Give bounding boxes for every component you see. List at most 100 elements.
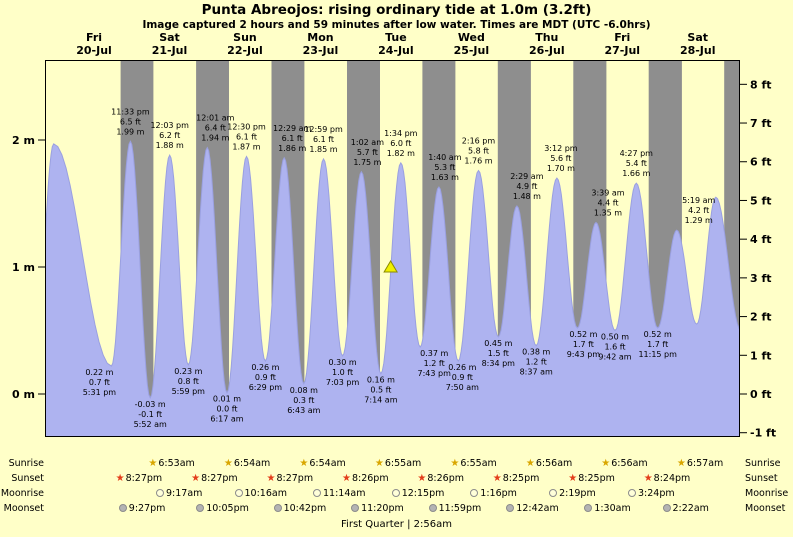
day-date-label: 28-Jul [680,44,716,57]
sunset-time: 8:25pm [502,473,540,484]
moonrise-icon [156,489,164,497]
day-name-label: Wed [458,31,485,44]
day-name-label: Sat [687,31,708,44]
sunset-icon: ★ [191,473,201,484]
moonrise-time: 10:16am [244,488,287,499]
moonrise-icon [549,489,558,497]
moonset-time: 11:59pm [438,503,482,514]
tide-extreme-label: 12:03 pm [150,121,189,130]
y-axis-right-label: 7 ft [750,117,772,130]
sunrise-event: ★6:56am [601,458,647,470]
tide-extreme-label: 5.7 ft [357,148,378,157]
tide-extreme-label: 1.76 m [464,157,492,166]
tide-extreme-label: 5.3 ft [434,163,455,172]
tide-extreme-label: 6.1 ft [313,135,334,144]
tide-extreme-label: 1.87 m [232,143,260,152]
sunrise-icon: ★ [676,458,686,469]
y-axis-right-label: 8 ft [750,78,772,91]
moonrise-time: 12:15pm [401,488,445,499]
day-date-label: 21-Jul [152,44,188,57]
tide-extreme-label: 11:15 pm [638,350,677,359]
sunrise-event: ★6:54am [299,458,345,470]
sunset-event: ★8:25pm [568,473,615,485]
tide-extreme-label: 1.48 m [513,192,541,201]
sunrise-time: 6:55am [384,458,422,469]
tide-extreme-label: 1.66 m [622,169,650,178]
tide-extreme-label: 1.63 m [431,173,459,182]
day-name-label: Sun [233,31,257,44]
moonrise-event: 2:19pm [549,488,596,500]
moon-phase-text: First Quarter | 2:56am [341,519,452,530]
moonset-icon [196,504,205,512]
tide-extreme-label: 0.16 m [367,376,395,385]
sunset-time: 8:26pm [351,473,389,484]
sunrise-time: 6:56am [611,458,648,469]
moonrise-event: 9:17am [156,488,202,500]
tide-extreme-label: 8:34 pm [482,359,516,368]
y-axis-right-label: 4 ft [750,233,772,246]
y-axis-left: 0 m 1 m 2 m [12,134,45,401]
sunset-icon: ★ [342,473,351,484]
sunrise-time: 6:53am [158,458,195,469]
tide-extreme-label: 0.45 m [484,339,512,348]
sunrise-event: ★6:55am [450,458,496,470]
sunrise-icon: ★ [148,458,158,469]
moonset-icon [351,504,360,512]
sunrise-time: 6:54am [309,458,346,469]
day-date-label: 20-Jul [76,44,112,57]
tide-extreme-label: 11:33 pm [111,107,150,116]
tide-extreme-label: 8:37 am [520,368,553,377]
tide-extreme-label: 7:43 pm [418,369,452,378]
tide-extreme-label: 6:29 pm [249,383,283,392]
sunset-time: 8:27pm [125,473,163,484]
tide-extreme-label: 6.1 ft [236,133,257,142]
tide-extreme-label: -0.03 m [135,400,166,409]
tide-extreme-label: 0.26 m [448,363,476,372]
tide-extreme-label: 5:31 pm [83,388,117,397]
moonset-event: 10:05pm [196,503,249,515]
tide-extreme-label: 12:29 am [273,124,312,133]
tide-extreme-label: 1.86 m [278,144,306,153]
tide-extreme-label: 2:29 am [510,172,543,181]
tide-extreme-label: 0.9 ft [452,373,473,382]
tide-extreme-label: 3:12 pm [544,144,578,153]
day-date-label: 25-Jul [454,44,490,57]
tide-extreme-label: 4:27 pm [620,149,654,158]
tide-extreme-label: 5.4 ft [626,159,647,168]
tide-extreme-label: 0.7 ft [89,378,110,387]
moonrise-time: 9:17am [166,488,203,499]
moonrise-event: 3:24pm [628,488,675,500]
sunrise-time: 6:55am [460,458,497,469]
sunrise-event: ★6:53am [148,458,194,470]
moonset-icon [118,504,127,512]
moonset-row-label-right: Moonset [745,503,786,514]
chart-subtitle: Image captured 2 hours and 59 minutes af… [142,19,651,31]
current-tide-marker [383,260,398,273]
y-axis-right-label: 0 ft [750,388,772,401]
tide-extreme-label: 1.82 m [387,149,415,158]
moonrise-icon [391,489,400,497]
moonset-event: 9:27pm [118,503,165,515]
y-axis-left-label: 1 m [12,261,35,274]
tide-extreme-label: 1.35 m [594,209,622,218]
sunrise-icon: ★ [374,458,384,469]
y-axis-left-label: 2 m [12,134,35,147]
chart-title: Punta Abreojos: rising ordinary tide at … [201,2,592,18]
moonset-icon [273,504,282,512]
moonset-event: 11:20pm [351,503,404,515]
tide-extreme-label: 12:01 am [196,114,235,123]
tide-extreme-label: 0.52 m [569,330,597,339]
tide-extreme-label: 1.2 ft [526,358,547,367]
moonrise-event: 12:15pm [391,488,445,500]
tide-extreme-label: 0.50 m [601,333,629,342]
sunrise-row-label-right: Sunrise [745,458,781,469]
sunrise-icon: ★ [601,458,611,469]
tide-extreme-label: 9:42 am [598,353,631,362]
sunrise-event: ★6:56am [526,458,572,470]
sunset-row-label-right: Sunset [745,473,778,484]
y-axis-right-label: 3 ft [750,272,772,285]
moonrise-time: 11:14am [323,488,366,499]
tide-extreme-label: 0.26 m [251,363,279,372]
tide-extreme-label: 0.22 m [85,368,113,377]
